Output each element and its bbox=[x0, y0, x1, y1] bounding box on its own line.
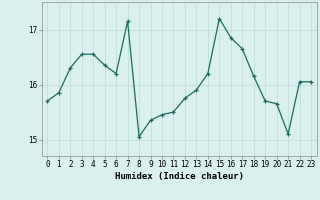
X-axis label: Humidex (Indice chaleur): Humidex (Indice chaleur) bbox=[115, 172, 244, 181]
